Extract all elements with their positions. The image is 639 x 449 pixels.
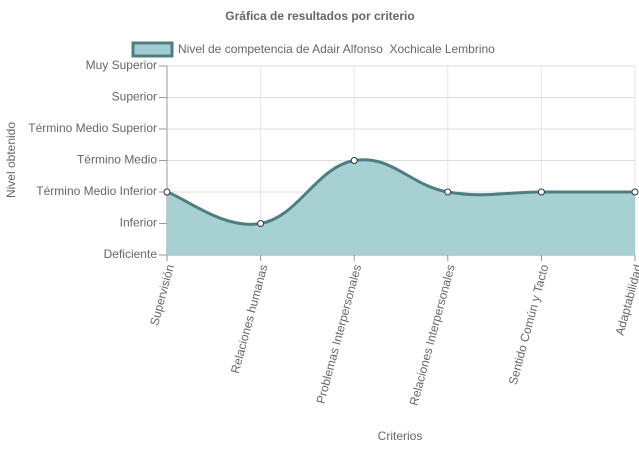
chart-title: Gráfica de resultados por criterio: [225, 9, 414, 23]
point: [163, 188, 171, 196]
y-tick-label: Deficiente: [104, 247, 158, 261]
x-tick-label: Problemas Interpersonales: [314, 263, 365, 405]
legend-label: Nivel de competencia de Adair Alfonso Xo…: [178, 42, 495, 56]
x-tick-label: Supervisión: [147, 263, 177, 327]
point: [350, 157, 358, 164]
x-tick-label: Relaciones humanas: [228, 263, 271, 375]
line: [166, 158, 635, 226]
y-tick-label: Término Medio: [77, 153, 157, 167]
x-tick-label: Relaciones Interpersonales: [407, 263, 458, 407]
y-tick-label: Término Medio Superior: [28, 121, 157, 135]
x-axis-title: Criterios: [378, 429, 423, 443]
y-tick-label: Muy Superior: [86, 58, 157, 72]
point: [257, 220, 265, 227]
y-tick-label: Superior: [112, 90, 157, 104]
x-tick-label: Adaptabilidad: [613, 263, 639, 337]
y-tick-label: Término Medio Inferior: [36, 184, 157, 198]
x-tick-label: Sentido Común y Tacto: [506, 263, 552, 387]
point: [537, 188, 545, 196]
point: [631, 188, 639, 196]
point: [444, 188, 452, 196]
y-axis-title: Nivel obtenido: [4, 122, 18, 198]
area: [167, 159, 635, 255]
y-tick-label: Inferior: [120, 216, 157, 230]
legend-swatch: [131, 41, 174, 58]
